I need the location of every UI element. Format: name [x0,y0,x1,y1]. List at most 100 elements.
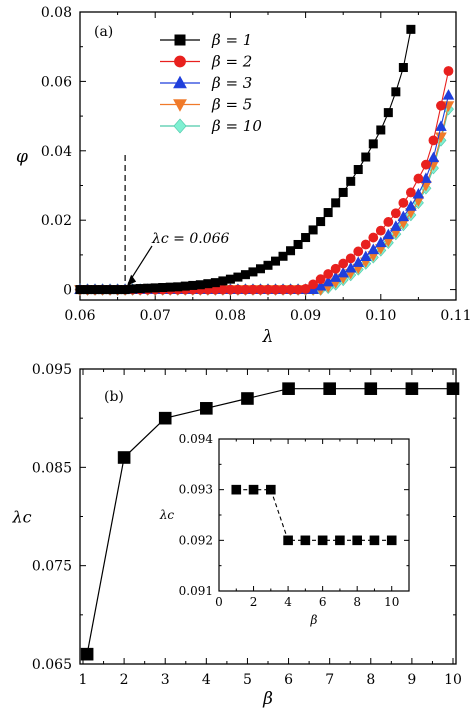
data-point-a [248,267,258,277]
data-point-a [90,285,100,295]
inset-data-point [369,535,380,546]
x-tick-label-a: 0.11 [440,308,471,324]
data-point-a [398,197,409,208]
data-point-b [158,411,172,425]
data-point-a [150,283,160,293]
legend-marker [174,55,186,68]
y-tick-label-a: 0.08 [41,5,72,21]
data-point-a [113,285,123,295]
plot-frame-a [79,11,457,301]
data-point-b [117,451,131,464]
data-point-a [233,272,243,282]
inset-x-tick-label: 4 [284,595,292,609]
data-point-a [75,285,85,295]
data-point-a [316,217,326,227]
data-point-a [173,282,183,292]
data-point-b [323,382,336,395]
data-point-a [427,151,440,163]
data-point-a [286,246,296,256]
data-point-a [300,283,311,294]
data-point-a [218,276,228,286]
data-point-a [263,260,273,270]
inset-data-point [231,484,242,495]
y-tick-label-b: 0.095 [32,362,72,378]
x-axis-label-a: λ [262,327,274,347]
data-point-a [398,63,408,73]
legend-a: β = 1 β = 2 β = 3 β = 5 β = 10 [160,31,262,135]
data-point-b [241,392,254,405]
annotation-text-a: λc = 0.066 [151,231,230,247]
x-tick-label-b: 3 [161,672,170,688]
annotation-arrowhead-a [127,274,137,286]
data-point-a [323,269,334,279]
x-axis-label-b: β [262,689,273,708]
data-point-a [98,285,108,295]
data-point-a [128,284,138,294]
x-tick-label-b: 5 [243,672,252,688]
y-axis-label-b: λc [11,508,31,527]
data-point-a [346,176,356,186]
data-point-a [406,24,416,34]
data-point-a [361,152,371,162]
y-tick-label-a: 0 [63,283,72,299]
inset-x-tick-label: 0 [215,595,223,609]
data-point-a [315,274,326,285]
legend-label: β = 10 [211,117,262,135]
data-point-a [308,279,319,290]
data-point-b [364,382,378,395]
data-point-a [421,159,431,170]
data-point-a [375,236,387,248]
panel-a: 0.06 0.07 0.08 0.09 0.10 0.11 0 0.02 0.04 0.06 0.0… [16,5,472,347]
inset-x-tick-label: 2 [250,595,258,609]
inset-data-point [386,535,397,546]
x-tick-label-a: 0.07 [140,308,171,324]
x-tick-label-b: 6 [284,672,293,688]
data-point-a [308,225,318,235]
legend-label: β = 2 [211,53,252,71]
data-point-a [165,282,175,292]
y-axis-label-a: φ [16,147,28,167]
x-tick-label-b: 8 [366,672,375,688]
inset-series-line [236,489,392,541]
data-point-a [330,263,341,274]
data-point-a [158,283,168,293]
data-point-a [391,87,401,97]
y-tick-label-b: 0.085 [32,460,72,476]
inset-data-point [317,535,328,546]
data-point-a [376,125,386,135]
data-point-a [180,281,190,291]
data-point-a [344,261,357,273]
inset-data-point [300,535,311,546]
data-point-a [83,285,93,295]
inset-x-axis-label: β [310,613,318,627]
inset-frame [218,438,410,592]
data-point-a [390,220,402,231]
inset-data-point [283,535,293,546]
x-tick-label-b: 7 [325,672,334,688]
data-point-a [293,239,303,249]
data-point-b [446,382,460,395]
data-point-a [203,279,213,289]
y-tick-label-b: 0.065 [32,657,72,673]
data-point-a [240,270,250,280]
data-point-a [428,135,439,146]
inset-x-tick-label: 8 [353,595,361,609]
legend-label: β = 5 [211,96,252,114]
data-point-a [120,285,130,295]
data-point-a [390,208,401,219]
data-point-a [405,200,417,211]
panel-label-a: (a) [94,24,113,40]
inset-data-point [248,484,259,495]
data-point-a [420,172,432,183]
y-tick-label-a: 0.02 [41,213,72,229]
data-point-b [200,402,213,415]
data-point-a [367,243,380,255]
data-point-a [383,217,394,227]
legend-marker [173,118,187,134]
inset-x-tick-label: 10 [384,595,399,609]
legend-marker [173,99,187,112]
data-point-a [397,210,410,222]
panel-label-b: (b) [104,389,124,405]
inset-y-axis-label: λc [159,508,175,522]
